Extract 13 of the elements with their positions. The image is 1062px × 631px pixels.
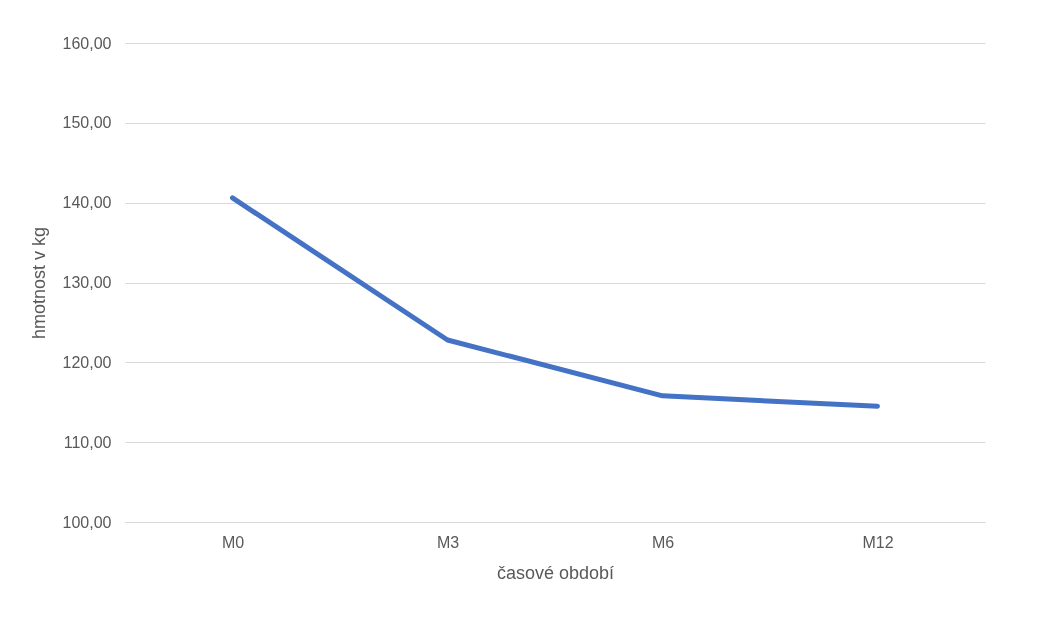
y-axis-title: hmotnost v kg xyxy=(28,226,49,340)
y-tick-label: 160,00 xyxy=(62,34,112,52)
y-tick-label: 140,00 xyxy=(62,194,112,212)
x-tick-label: M0 xyxy=(221,533,245,551)
y-tick-label: 100,00 xyxy=(62,513,112,531)
x-tick-label: M3 xyxy=(436,533,460,551)
x-tick-label: M6 xyxy=(651,533,675,551)
y-tick-label: 110,00 xyxy=(63,433,112,451)
y-tick-label: 150,00 xyxy=(62,114,112,132)
x-tick-label: M12 xyxy=(862,533,894,551)
x-axis-title: časové období xyxy=(496,562,615,583)
y-tick-label: 130,00 xyxy=(62,274,112,291)
y-tick-label: 120,00 xyxy=(62,353,112,371)
